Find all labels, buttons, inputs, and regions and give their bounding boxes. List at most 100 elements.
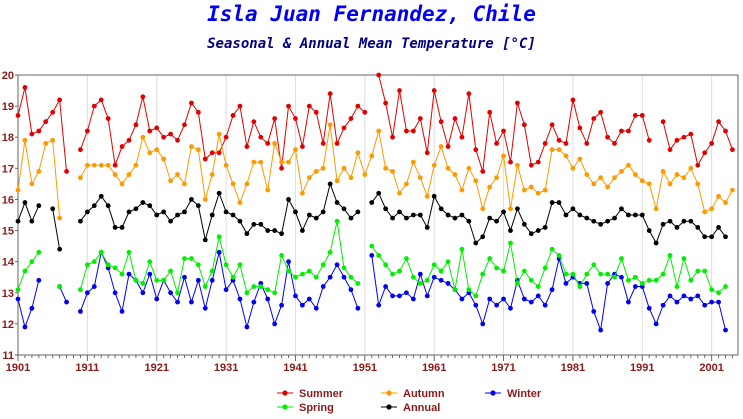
- data-point: [334, 141, 340, 146]
- data-point: [355, 305, 361, 311]
- series-winter: [15, 249, 728, 333]
- data-point: [709, 206, 715, 212]
- data-point: [688, 131, 694, 137]
- data-point: [202, 305, 208, 311]
- data-point: [376, 253, 382, 258]
- data-point: [293, 274, 298, 280]
- data-point: [195, 277, 201, 283]
- data-point: [508, 305, 513, 311]
- data-point: [119, 271, 125, 277]
- data-point: [591, 218, 597, 224]
- data-point: [577, 284, 583, 289]
- data-point: [445, 281, 451, 286]
- data-point: [251, 159, 257, 165]
- data-point: [716, 119, 721, 125]
- data-point: [299, 144, 305, 149]
- data-point: [57, 246, 63, 252]
- series-line-spring: [17, 252, 40, 290]
- data-point: [639, 281, 645, 286]
- data-point: [508, 228, 513, 233]
- data-point: [279, 253, 284, 258]
- data-point: [716, 299, 721, 305]
- data-point: [154, 277, 160, 283]
- data-point: [112, 225, 118, 230]
- data-point: [542, 225, 548, 230]
- data-point: [348, 274, 354, 280]
- data-point: [126, 172, 132, 177]
- data-point: [626, 162, 631, 168]
- data-point: [209, 150, 215, 156]
- data-point: [521, 187, 527, 193]
- data-point: [424, 225, 430, 230]
- data-point: [140, 94, 146, 100]
- data-point: [348, 175, 354, 181]
- data-point: [410, 128, 416, 134]
- data-point: [182, 122, 187, 128]
- data-point: [626, 299, 631, 305]
- data-point: [542, 187, 548, 193]
- data-point: [438, 268, 444, 274]
- data-point: [528, 184, 534, 190]
- legend-swatch-marker: [282, 404, 288, 410]
- data-point: [161, 134, 167, 140]
- data-point: [390, 215, 395, 221]
- data-point: [189, 197, 194, 202]
- data-point: [459, 296, 465, 302]
- data-point: [327, 274, 333, 280]
- data-point: [612, 215, 617, 221]
- data-point: [265, 287, 271, 293]
- data-point: [598, 271, 604, 277]
- data-point: [209, 277, 215, 283]
- data-point: [189, 100, 194, 106]
- data-point: [577, 125, 583, 131]
- data-point: [258, 134, 264, 140]
- data-point: [223, 262, 229, 268]
- data-point: [216, 190, 222, 196]
- legend-item-winter: Winter: [485, 388, 542, 400]
- data-point: [91, 162, 97, 168]
- data-point: [709, 141, 715, 146]
- series-annual: [15, 181, 728, 252]
- data-point: [521, 122, 527, 128]
- data-point: [501, 296, 506, 302]
- data-point: [175, 299, 180, 305]
- data-point: [286, 103, 291, 109]
- data-point: [195, 262, 201, 268]
- data-point: [619, 256, 624, 261]
- data-point: [681, 218, 687, 224]
- data-point: [293, 147, 298, 153]
- data-point: [577, 212, 583, 218]
- data-point: [313, 305, 319, 311]
- data-point: [154, 212, 160, 218]
- data-point: [91, 259, 97, 265]
- data-point: [452, 287, 458, 293]
- data-point: [431, 193, 437, 199]
- data-point: [313, 274, 319, 280]
- data-point: [494, 265, 500, 271]
- data-point: [202, 284, 208, 289]
- data-point: [466, 218, 472, 224]
- data-point: [348, 116, 354, 121]
- data-point: [487, 296, 493, 302]
- data-point: [293, 293, 298, 299]
- data-point: [584, 281, 590, 286]
- data-point: [98, 97, 104, 103]
- data-point: [15, 187, 21, 193]
- series-line-winter: [371, 255, 726, 331]
- data-point: [272, 141, 278, 146]
- data-point: [140, 290, 146, 296]
- data-point: [78, 147, 83, 153]
- data-point: [327, 249, 333, 255]
- data-point: [591, 262, 597, 268]
- legend-swatch-marker: [386, 390, 392, 396]
- data-point: [36, 169, 42, 174]
- legend-swatch-marker: [386, 404, 392, 410]
- data-point: [341, 206, 347, 212]
- data-point: [508, 206, 513, 212]
- data-point: [397, 268, 402, 274]
- data-point: [598, 109, 604, 115]
- data-point: [112, 290, 118, 296]
- data-point: [716, 225, 721, 230]
- data-point: [459, 134, 465, 140]
- data-point: [417, 271, 423, 277]
